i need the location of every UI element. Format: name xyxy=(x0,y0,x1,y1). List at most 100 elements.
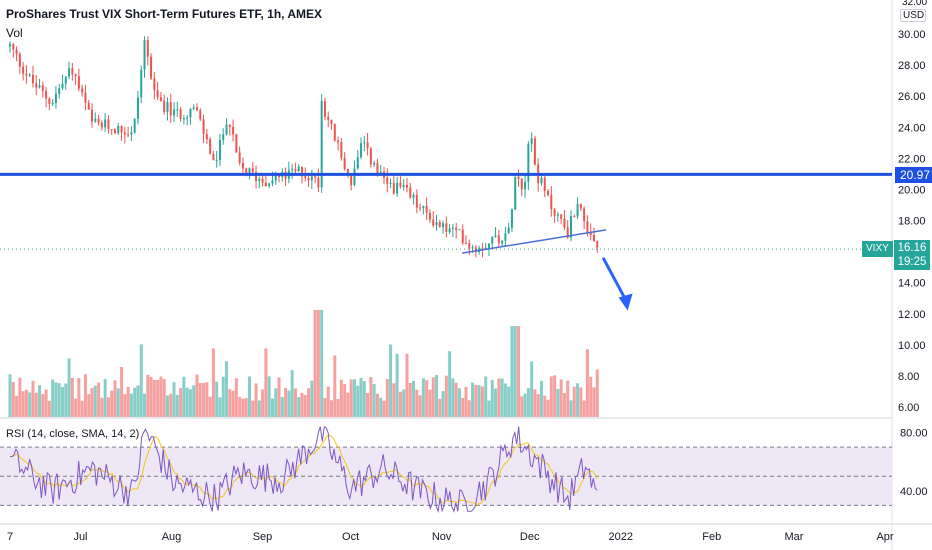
candle-body xyxy=(15,49,18,54)
volume-bar xyxy=(270,398,274,417)
candle-body xyxy=(166,102,169,113)
price-tick-label: 18.00 xyxy=(898,216,926,228)
candle-body xyxy=(474,247,477,252)
volume-bar xyxy=(326,386,330,417)
volume-bar xyxy=(408,382,412,417)
volume-bar xyxy=(87,394,91,417)
volume-bars xyxy=(8,310,599,417)
candle-body xyxy=(491,236,494,244)
volume-bar xyxy=(44,389,48,417)
candle-body xyxy=(133,118,136,133)
volume-bar xyxy=(352,379,356,417)
candle-body xyxy=(248,168,251,175)
volume-bar xyxy=(467,400,471,417)
volume-bar xyxy=(290,370,294,417)
volume-bar xyxy=(425,380,429,417)
candle-body xyxy=(484,247,487,249)
volume-bar xyxy=(74,398,78,417)
volume-bar xyxy=(205,382,209,417)
candle-body xyxy=(68,68,71,77)
candle-body xyxy=(314,176,317,178)
volume-bar xyxy=(438,398,442,417)
volume-bar xyxy=(175,394,179,417)
volume-bar xyxy=(257,400,261,417)
volume-bar xyxy=(585,349,589,417)
candle-body xyxy=(81,88,84,93)
candle-body xyxy=(533,138,536,165)
volume-bar xyxy=(47,400,51,417)
candle-body xyxy=(356,157,359,169)
rsi-tick-label: 80.00 xyxy=(900,428,928,440)
volume-bar xyxy=(477,385,481,417)
volume-bar xyxy=(330,400,334,417)
candle-body xyxy=(205,133,208,140)
forecast-arrow-shaft xyxy=(601,257,628,303)
candle-body xyxy=(310,176,313,181)
volume-bar xyxy=(179,388,183,417)
volume-bar xyxy=(536,394,540,417)
volume-bar xyxy=(293,388,297,417)
volume-bar xyxy=(336,398,340,417)
candle-body xyxy=(461,229,464,244)
candle-body xyxy=(268,183,271,186)
volume-bar xyxy=(461,397,465,417)
currency-button[interactable]: USD xyxy=(900,9,926,22)
candle-body xyxy=(107,119,110,130)
candle-body xyxy=(379,171,382,173)
candle-body xyxy=(18,53,21,67)
candle-body xyxy=(176,109,179,111)
volume-bar xyxy=(192,385,196,417)
candle-body xyxy=(550,194,553,210)
last-price-tag: 16.16 19:25 xyxy=(894,240,930,270)
volume-bar xyxy=(116,388,120,417)
candle-body xyxy=(28,74,31,76)
volume-bar xyxy=(139,344,143,417)
candle-body xyxy=(45,90,48,99)
candle-body xyxy=(487,243,490,248)
candle-body xyxy=(294,169,297,172)
price-tick-label: 30.00 xyxy=(898,29,926,41)
volume-bar xyxy=(507,386,511,417)
candle-body xyxy=(366,142,369,149)
time-axis-label: Sep xyxy=(253,531,273,543)
candle-body xyxy=(412,194,415,198)
chart-title: ProShares Trust VIX Short-Term Futures E… xyxy=(6,7,323,21)
candle-body xyxy=(64,76,67,84)
volume-bar xyxy=(523,393,527,417)
candle-body xyxy=(274,176,277,181)
candle-body xyxy=(514,176,517,210)
volume-bar xyxy=(323,398,327,417)
candle-body xyxy=(110,129,113,131)
candle-body xyxy=(297,166,300,172)
candle-body xyxy=(61,83,64,89)
candle-body xyxy=(527,143,530,182)
volume-bar xyxy=(320,310,324,417)
volume-bar xyxy=(503,383,507,417)
candle-body xyxy=(465,243,468,245)
volume-bar xyxy=(366,393,370,417)
candle-body xyxy=(547,190,550,195)
volume-bar xyxy=(244,398,248,417)
volume-bar xyxy=(31,380,35,417)
volume-bar xyxy=(100,397,104,417)
volume-bar xyxy=(28,392,32,417)
volume-bar xyxy=(165,395,169,417)
candle-body xyxy=(317,177,320,188)
candle-body xyxy=(596,241,599,248)
candle-body xyxy=(113,129,116,134)
volume-bar xyxy=(484,376,488,417)
candle-body xyxy=(146,40,149,57)
volume-bar xyxy=(24,389,28,417)
candle-body xyxy=(415,194,418,208)
candle-body xyxy=(182,118,185,120)
volume-bar xyxy=(457,388,461,417)
volume-bar xyxy=(93,385,97,417)
volume-bar xyxy=(241,398,245,417)
overlays xyxy=(0,172,892,311)
candle-body xyxy=(392,182,395,194)
candle-body xyxy=(41,85,44,91)
volume-bar xyxy=(254,383,258,417)
volume-bar xyxy=(572,386,576,417)
volume-bar xyxy=(576,383,580,417)
volume-bar xyxy=(562,392,566,417)
